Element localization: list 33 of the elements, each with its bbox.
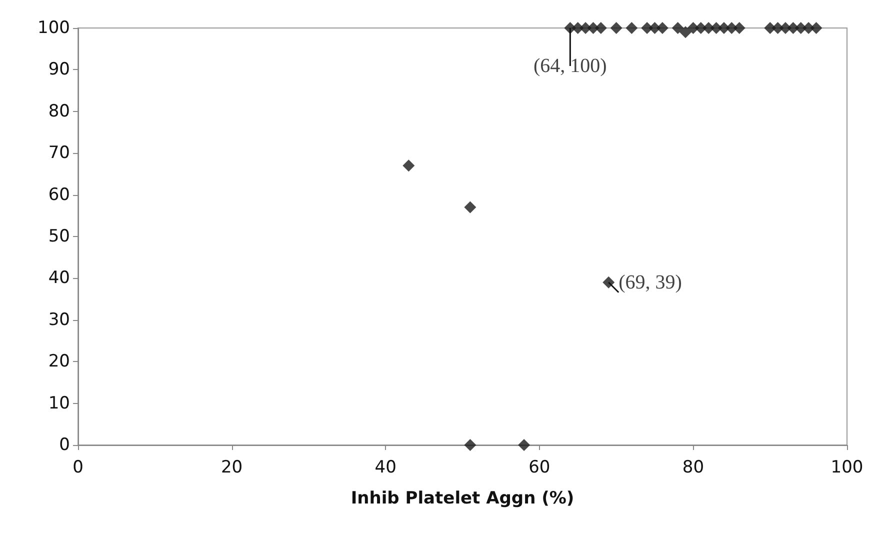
point bbox=[680, 26, 692, 38]
point bbox=[518, 439, 530, 451]
y-tick-label: 50 bbox=[48, 226, 70, 246]
x-tick-label: 60 bbox=[528, 458, 550, 478]
point bbox=[402, 160, 415, 172]
x-tick-label: 40 bbox=[374, 458, 396, 478]
point bbox=[464, 439, 476, 451]
y-tick-label: 40 bbox=[48, 268, 70, 288]
y-tick-label: 0 bbox=[59, 435, 70, 455]
point bbox=[464, 201, 476, 214]
x-tick-label: 0 bbox=[72, 458, 84, 478]
point bbox=[733, 22, 746, 34]
point bbox=[656, 22, 668, 34]
point bbox=[810, 22, 822, 34]
x-tick-label: 80 bbox=[682, 458, 704, 478]
y-tick-label: 70 bbox=[48, 143, 70, 164]
point bbox=[672, 22, 684, 34]
point bbox=[594, 22, 607, 34]
point bbox=[602, 276, 615, 288]
point bbox=[610, 22, 622, 34]
y-tick-label: 20 bbox=[48, 352, 70, 372]
y-tick-label: 90 bbox=[48, 60, 70, 80]
point bbox=[626, 22, 638, 34]
annotation: (69, 39) bbox=[618, 271, 682, 294]
x-tick-label: 100 bbox=[830, 458, 864, 478]
y-tick-label: 80 bbox=[48, 101, 70, 122]
x-axis-title: Inhib Platelet Aggn (%) bbox=[350, 488, 574, 508]
annotation: (64, 100) bbox=[533, 55, 607, 77]
y-tick-label: 10 bbox=[48, 393, 70, 414]
y-tick-label: 30 bbox=[48, 310, 70, 330]
y-tick-label: 100 bbox=[38, 18, 70, 38]
y-tick-label: 60 bbox=[48, 184, 70, 205]
x-tick-label: 20 bbox=[220, 458, 243, 478]
